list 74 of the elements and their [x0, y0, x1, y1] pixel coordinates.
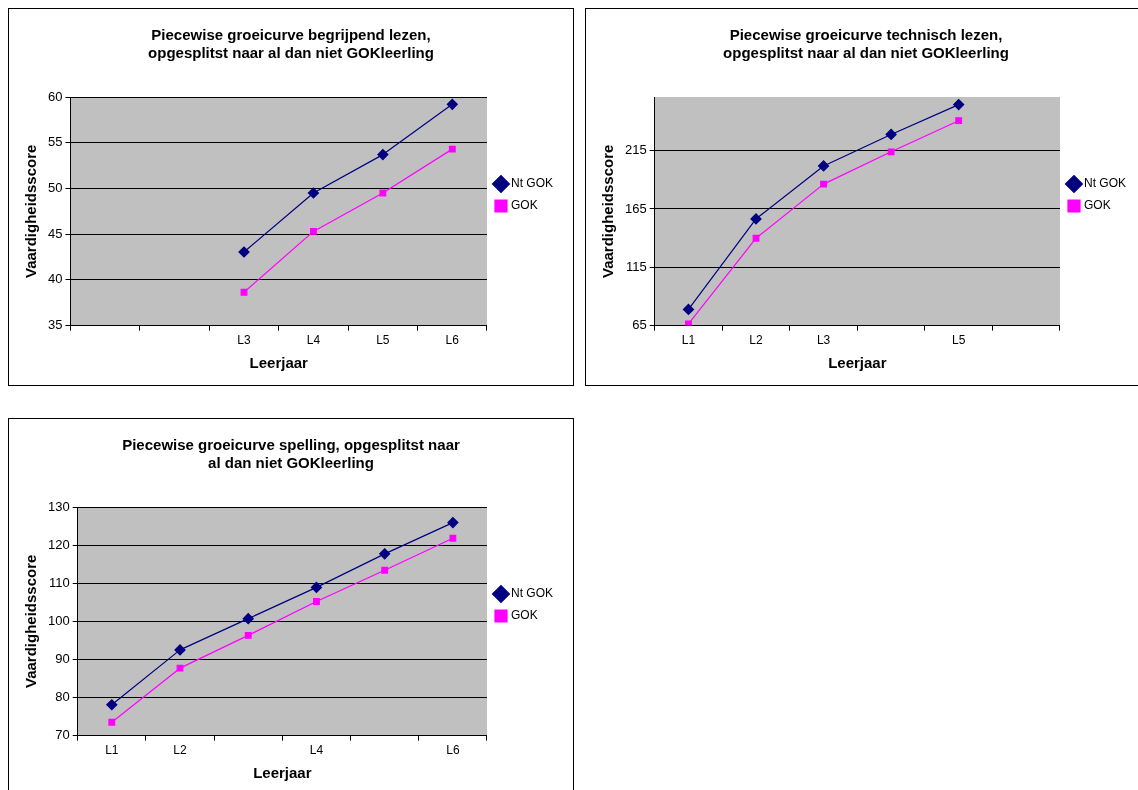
y-tick-label: 100: [47, 612, 70, 628]
x-tick-label: L2: [173, 743, 188, 758]
x-tick-label: L1: [681, 333, 696, 348]
x-axis-title: Leerjaar: [828, 354, 887, 372]
point: [750, 213, 762, 225]
chart-title: Piecewise groeicurve begrijpend lezen, opgesplitst naar al dan niet GOKleerling: [148, 26, 434, 62]
point: [820, 180, 827, 188]
y-tick-label: 65: [632, 317, 647, 333]
y-tick-label: 115: [625, 258, 647, 274]
y-tick-label: 70: [55, 727, 70, 743]
x-axis-title: Leerjaar: [249, 354, 309, 372]
y-tick-label: 45: [47, 225, 63, 241]
y-tick-label: 130: [47, 498, 70, 514]
point: [381, 566, 389, 574]
chart-title: Piecewise groeicurve spelling, opgesplitst naar al dan niet GOKleerling: [122, 436, 460, 472]
point: [685, 320, 692, 326]
point: [448, 145, 456, 153]
chart-title: Piecewise groeicurve technisch lezen, opgesplitst naar al dan niet GOKleerling: [723, 26, 1009, 62]
point: [244, 631, 252, 639]
point: [446, 98, 458, 110]
point: [377, 149, 389, 161]
point: [238, 246, 250, 258]
y-tick-label: 90: [55, 650, 70, 666]
point: [240, 288, 248, 296]
point: [174, 644, 186, 656]
point: [887, 148, 895, 156]
x-tick-label: L2: [749, 333, 764, 348]
point: [752, 234, 760, 242]
point: [307, 187, 320, 199]
y-axis-title: Vaardigheidsscore: [22, 144, 40, 278]
y-tick-label: 35: [47, 317, 63, 333]
point: [108, 718, 116, 726]
y-tick-label: 50: [47, 180, 63, 196]
point: [379, 548, 391, 560]
x-axis-title: Leerjaar: [253, 764, 312, 782]
point: [682, 303, 695, 315]
legend-label: Nt GOK: [510, 176, 554, 191]
x-tick-label: L3: [816, 333, 831, 348]
x-tick-label: L5: [951, 333, 966, 348]
point: [817, 160, 830, 172]
x-tick-label: L3: [237, 333, 252, 348]
point: [310, 227, 317, 235]
y-tick-label: 55: [47, 134, 63, 150]
y-tick-label: 120: [47, 536, 70, 552]
x-tick-label: L4: [306, 333, 321, 348]
point: [953, 98, 965, 111]
y-tick-label: 165: [624, 200, 647, 216]
y-tick-label: 110: [48, 574, 70, 590]
y-axis-title: Vaardigheidsscore: [599, 144, 617, 278]
y-axis-title: Vaardigheidsscore: [22, 554, 40, 688]
x-tick-label: L4: [309, 743, 324, 758]
point: [242, 613, 254, 625]
legend-label: GOK: [510, 198, 538, 213]
y-tick-label: 215: [624, 142, 647, 158]
point: [310, 581, 323, 593]
legend-label: GOK: [510, 608, 538, 623]
point: [449, 534, 457, 542]
x-tick-label: L6: [446, 743, 460, 758]
legend-label: Nt GOK: [1083, 176, 1127, 191]
point: [955, 117, 963, 125]
point: [313, 598, 320, 605]
x-tick-label: L6: [445, 333, 460, 348]
point: [885, 128, 897, 141]
legend-label: Nt GOK: [510, 586, 554, 601]
point: [447, 517, 459, 529]
point: [106, 699, 118, 711]
x-tick-label: L1: [105, 743, 119, 758]
x-tick-label: L5: [376, 333, 390, 348]
y-tick-label: 40: [47, 271, 63, 287]
point: [176, 664, 184, 672]
legend-label: GOK: [1083, 198, 1111, 213]
y-tick-label: 60: [47, 88, 63, 104]
point: [379, 189, 387, 197]
y-tick-label: 80: [55, 689, 70, 705]
